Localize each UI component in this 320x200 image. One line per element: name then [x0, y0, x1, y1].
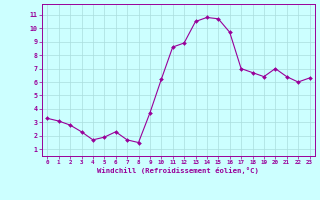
X-axis label: Windchill (Refroidissement éolien,°C): Windchill (Refroidissement éolien,°C)	[98, 167, 259, 174]
